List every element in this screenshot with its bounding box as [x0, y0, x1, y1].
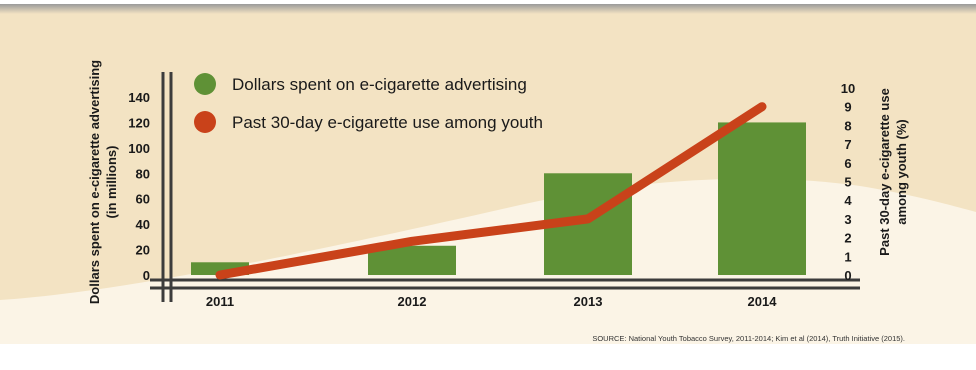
right-tick-label: 4 [844, 193, 852, 208]
left-axis-title: Dollars spent on e-cigarette advertising [87, 60, 102, 304]
right-tick-label: 8 [844, 118, 851, 133]
legend-label-youth-use: Past 30-day e-cigarette use among youth [232, 113, 543, 132]
left-tick-label: 40 [136, 217, 150, 232]
left-tick-label: 20 [136, 243, 150, 258]
background-top-shadow [0, 4, 976, 14]
left-axis-subtitle: (in millions) [104, 146, 119, 219]
right-tick-label: 5 [844, 175, 851, 190]
left-tick-label: 0 [143, 268, 150, 283]
right-tick-label: 0 [844, 268, 851, 283]
right-tick-label: 6 [844, 156, 851, 171]
legend-label-advertising: Dollars spent on e-cigarette advertising [232, 75, 527, 94]
x-tick-label-2013: 2013 [574, 294, 603, 309]
bar-2014 [718, 122, 806, 275]
right-axis-subtitle: among youth (%) [894, 119, 909, 224]
left-tick-label: 80 [136, 166, 150, 181]
left-tick-label: 140 [128, 90, 150, 105]
legend-swatch-advertising [194, 73, 216, 95]
right-tick-label: 9 [844, 100, 851, 115]
source-note: SOURCE: National Youth Tobacco Survey, 2… [592, 334, 905, 343]
right-axis-title: Past 30-day e-cigarette use [877, 88, 892, 256]
legend-swatch-youth-use [194, 111, 216, 133]
right-tick-label: 1 [844, 249, 851, 264]
x-tick-label-2012: 2012 [398, 294, 427, 309]
right-tick-label: 3 [844, 212, 851, 227]
background-bottom-strip [0, 344, 976, 365]
x-tick-label-2011: 2011 [206, 294, 234, 309]
left-tick-label: 120 [128, 115, 150, 130]
right-tick-label: 2 [844, 231, 851, 246]
left-tick-label: 60 [136, 192, 150, 207]
right-tick-label: 10 [841, 81, 855, 96]
left-tick-label: 100 [128, 141, 150, 156]
x-tick-label-2014: 2014 [748, 294, 778, 309]
right-tick-label: 7 [844, 137, 851, 152]
